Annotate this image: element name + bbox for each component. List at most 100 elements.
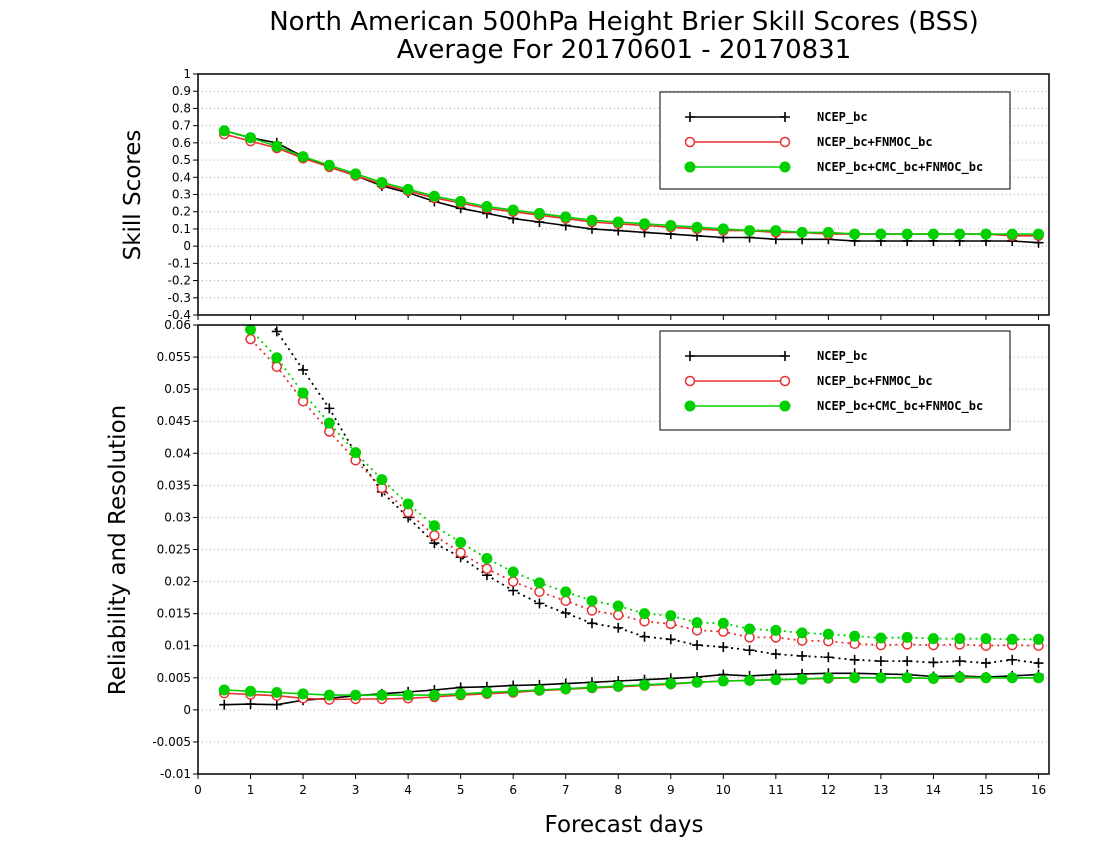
legend-marker [684,400,696,412]
data-point [534,586,545,598]
data-point [1032,633,1044,645]
y-tick-label: 0.005 [157,671,191,685]
chart-title: North American 500hPa Height Brier Skill… [269,7,979,37]
y-tick-label: 1 [183,67,191,81]
data-point [849,654,860,665]
data-point [612,609,624,621]
data-point [507,566,519,578]
data-point [323,417,335,429]
data-point [849,630,861,642]
legend-entry: NCEP_bc [817,110,868,125]
data-point [560,608,571,619]
data-point [402,183,414,195]
data-point [875,632,887,644]
data-point [954,633,966,645]
x-tick-label: 12 [821,783,836,797]
data-point [744,674,756,686]
y-tick-label: 0.04 [164,446,191,460]
legend-marker [684,161,696,173]
data-point [1006,633,1018,645]
x-tick-label: 0 [194,783,202,797]
data-point [717,223,729,235]
data-point [481,201,493,213]
data-point [902,656,913,667]
data-point [770,624,782,636]
x-tick-label: 4 [404,783,412,797]
data-point [980,228,992,240]
data-point [823,652,834,663]
y-tick-label: 0.025 [157,543,191,557]
data-point [849,672,861,684]
legend-entry: NCEP_bc+CMC_bc+FNMOC_bc [817,399,983,414]
data-point [980,658,991,669]
data-point [271,352,283,364]
data-point [954,656,965,667]
x-tick-label: 6 [509,783,517,797]
y-tick-label: 0.01 [164,639,191,653]
data-point [980,633,992,645]
data-point [297,387,309,399]
legend-marker [779,161,791,173]
x-tick-label: 10 [716,783,731,797]
data-point [1032,228,1044,240]
data-point [796,627,808,639]
y-tick-label: 0.3 [172,188,191,202]
y-tick-label: -0.005 [152,735,191,749]
data-point [822,628,834,640]
x-axis-label: Forecast days [545,812,704,838]
data-point [297,151,309,163]
data-point [797,650,808,661]
y-axis-label: Reliability and Resolution [105,405,131,695]
data-point [1007,654,1018,665]
data-point [271,140,283,152]
data-point [718,641,729,652]
data-point [560,586,572,598]
y-tick-label: 0.055 [157,350,191,364]
data-point [822,672,834,684]
legend-marker [779,375,791,387]
data-point [218,684,230,696]
legend: NCEP_bc NCEP_bc+FNMOC_bc NCEP_bc+CMC_bc+FN… [659,330,1011,431]
plot-frame [197,73,1050,316]
data-point [586,605,598,616]
data-point [219,249,229,259]
x-tick-label: 7 [562,783,570,797]
plot-area [218,249,1044,710]
data-point [455,195,467,207]
data-point [692,640,703,651]
legend-marker [685,351,695,361]
legend: NCEP_bc NCEP_bc+FNMOC_bc NCEP_bc+CMC_bc+FN… [659,91,1011,190]
data-point [560,595,571,607]
data-point [455,536,467,548]
data-point [1033,658,1044,669]
data-point [717,617,729,629]
data-point [429,530,440,541]
data-point [402,689,414,701]
data-point [901,631,913,643]
data-point [350,168,362,180]
data-point [533,577,545,589]
y-tick-label: 0.045 [157,414,191,428]
y-tick-label: 0.015 [157,607,191,621]
x-tick-label: 16 [1031,783,1046,797]
data-point [901,672,913,684]
data-point [928,657,939,668]
data-point [507,576,519,587]
y-tick-label: -0.4 [168,308,191,322]
plot-area [218,125,1044,248]
y-tick-label: 0.03 [164,510,191,524]
data-point [428,190,440,202]
data-point [612,680,624,692]
data-point [507,685,519,697]
reliability-resolution-panel: -0.01 -0.005 0 0.005 0.01 0.015 0.02 0.025 0.03 0… [105,249,1050,797]
data-point [691,676,703,688]
data-point [219,699,230,710]
data-point [612,216,624,228]
data-point [455,547,466,558]
data-point [560,211,572,223]
data-point [246,282,256,292]
data-point [455,688,467,700]
data-point [875,656,886,667]
data-point [927,672,939,684]
